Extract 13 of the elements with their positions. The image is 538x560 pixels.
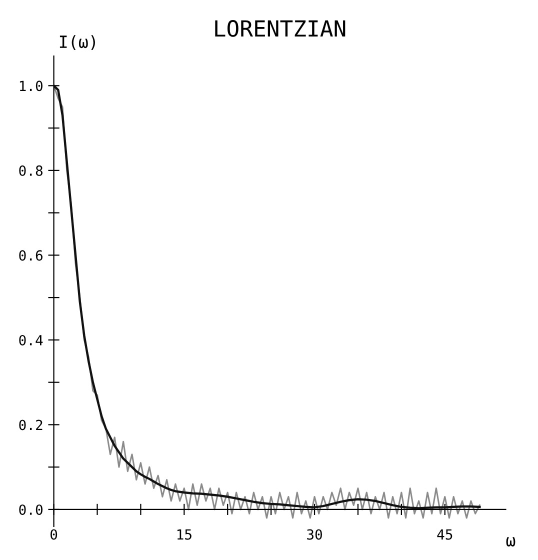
y-axis-title: I(ω): [60, 35, 95, 50]
x-tick-label: 15: [177, 529, 192, 540]
x-tick-label: 30: [307, 529, 322, 540]
x-tick-label: 0: [50, 529, 58, 540]
x-tick-label: 45: [437, 529, 452, 540]
y-tick-label: 0.2: [19, 420, 42, 430]
y-tick-label: 0.4: [19, 334, 43, 346]
y-tick-label: 0.0: [19, 504, 42, 515]
y-tick-label: 0.8: [19, 165, 42, 176]
chart-title: LORENTZIAN: [215, 20, 346, 37]
y-tick-label: 1.0: [20, 80, 42, 92]
y-tick-label: 0.6: [19, 250, 42, 261]
x-axis-title: ω: [506, 537, 516, 546]
